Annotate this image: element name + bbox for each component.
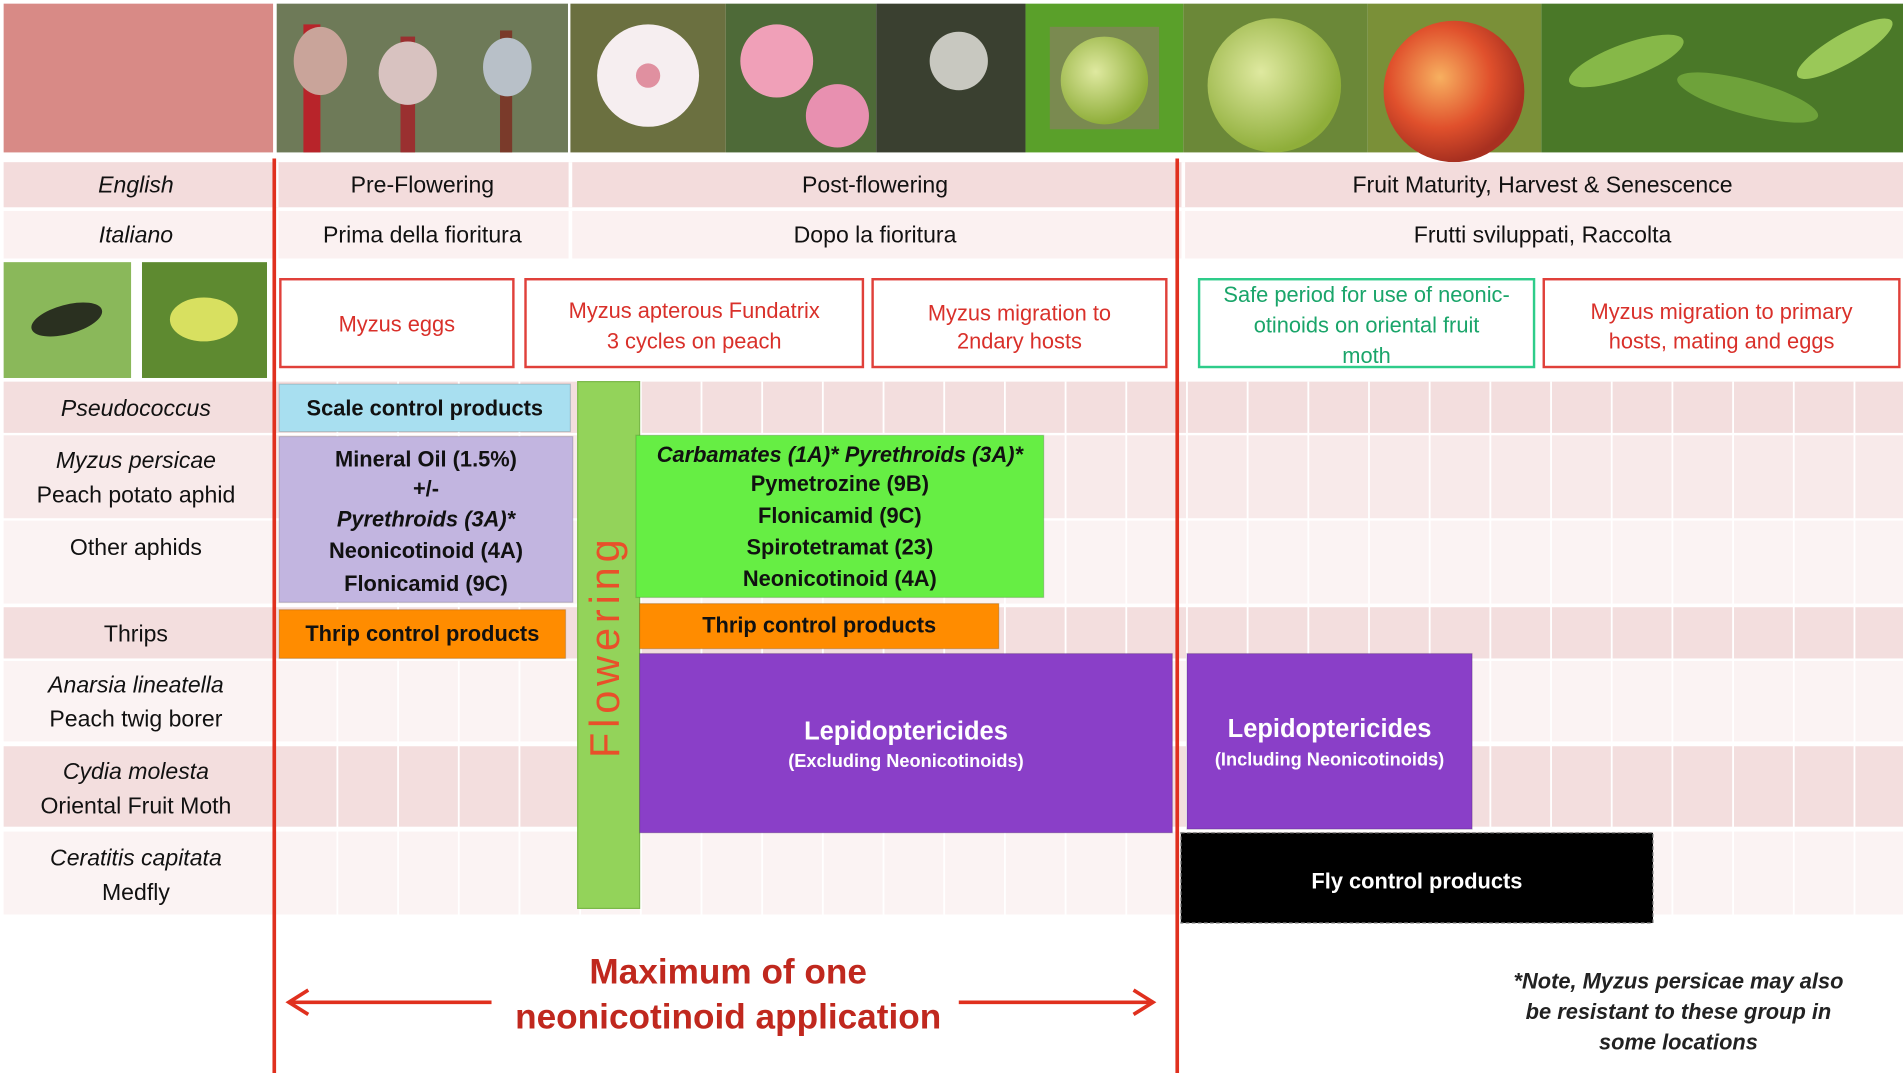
pest-label: Other aphids	[70, 534, 202, 560]
pest-label: Anarsia lineatella	[46, 672, 224, 698]
treatment-text: Thrip control products	[702, 612, 936, 637]
treatment-bar	[278, 383, 572, 433]
treatment-bar	[1186, 652, 1473, 830]
event-box	[1197, 278, 1536, 369]
treatment-text: Carbamates (1A)* Pyrethroids (3A)*	[657, 442, 1025, 467]
pest-label: Myzus persicae	[56, 447, 216, 473]
event-box	[279, 278, 515, 369]
header-row	[3, 162, 1903, 208]
treatment-bar	[638, 602, 1000, 650]
treatment-text: Flonicamid (9C)	[758, 503, 922, 528]
pest-label: Medfly	[102, 879, 170, 905]
event-text: 2ndary hosts	[957, 328, 1082, 353]
treatment-bar	[635, 434, 1045, 599]
phase-label: Pre-Flowering	[351, 172, 495, 198]
event-box	[871, 278, 1168, 369]
treatment-bar	[1180, 832, 1654, 924]
phase-label: Post-flowering	[802, 172, 948, 198]
phase-label: Dopo la fioritura	[794, 222, 957, 248]
header-row	[3, 210, 1903, 259]
flowering-label: Flowering	[582, 534, 628, 758]
pest-label: Peach twig borer	[49, 706, 222, 732]
event-text: Myzus apterous Fundatrix	[569, 298, 820, 323]
pest-label: Pseudococcus	[61, 395, 211, 421]
treatment-text: Lepidoptericides	[804, 718, 1008, 746]
event-text: 3 cycles on peach	[607, 328, 782, 353]
photo-strip	[3, 3, 1903, 163]
treatment-text: Flonicamid (9C)	[344, 571, 508, 596]
event-text: Safe period for use of neonic-	[1223, 282, 1509, 307]
note-text: be resistant to these group in	[1526, 999, 1832, 1024]
language-label: Italiano	[99, 222, 173, 248]
treatment-text: Scale control products	[307, 395, 543, 420]
treatment-text: Pyrethroids (3A)*	[337, 506, 517, 531]
treatment-text: Neonicotinoid (4A)	[743, 566, 937, 591]
treatment-bar	[278, 609, 567, 660]
treatment-text: Neonicotinoid (4A)	[329, 538, 523, 563]
event-box	[524, 278, 865, 369]
pest-label: Peach potato aphid	[37, 481, 236, 507]
pest-label: Ceratitis capitata	[50, 845, 222, 871]
treatment-bar	[278, 435, 574, 603]
content: English Pre-Flowering Post-flowering Fruit …	[37, 158, 1901, 1073]
event-text: Myzus eggs	[339, 311, 456, 336]
language-label: English	[98, 172, 174, 198]
arrow-head	[1132, 988, 1157, 1017]
flowering-bar	[577, 381, 641, 910]
treatment-text: +/-	[413, 476, 439, 501]
phase-label: Fruit Maturity, Harvest & Senescence	[1352, 172, 1732, 198]
pest-label: Thrips	[104, 620, 168, 646]
event-text: Myzus migration to	[928, 300, 1111, 325]
treatment-text: Lepidoptericides	[1228, 715, 1432, 743]
limit-text: Maximum of one	[589, 952, 867, 991]
treatment-text: Pymetrozine (9B)	[751, 471, 929, 496]
treatment-text: Fly control products	[1311, 869, 1522, 894]
aphid-photos	[3, 262, 268, 378]
note-text: *Note, Myzus persicae may also	[1514, 969, 1844, 994]
phase-label: Prima della fioritura	[323, 222, 522, 248]
phase-label: Frutti sviluppati, Raccolta	[1414, 222, 1672, 248]
event-text: moth	[1342, 343, 1391, 368]
note-text: some locations	[1599, 1029, 1758, 1054]
treatment-text: (Including Neonicotinoids)	[1215, 749, 1444, 770]
event-text: hosts, mating and eggs	[1609, 328, 1835, 353]
treatment-text: Spirotetramat (23)	[746, 534, 933, 559]
event-box	[1542, 278, 1901, 369]
treatment-text: Mineral Oil (1.5%)	[335, 447, 517, 472]
pest-label: Cydia molesta	[63, 758, 209, 784]
pest-label: Oriental Fruit Moth	[40, 792, 231, 818]
treatment-text: Thrip control products	[305, 621, 539, 646]
treatment-bar	[638, 652, 1173, 834]
arrow-head	[285, 988, 310, 1017]
treatment-text: (Excluding Neonicotinoids)	[788, 750, 1023, 771]
event-text: Myzus migration to primary	[1591, 299, 1853, 324]
event-text: otinoids on oriental fruit	[1254, 313, 1480, 338]
limit-text: neonicotinoid application	[515, 998, 941, 1037]
